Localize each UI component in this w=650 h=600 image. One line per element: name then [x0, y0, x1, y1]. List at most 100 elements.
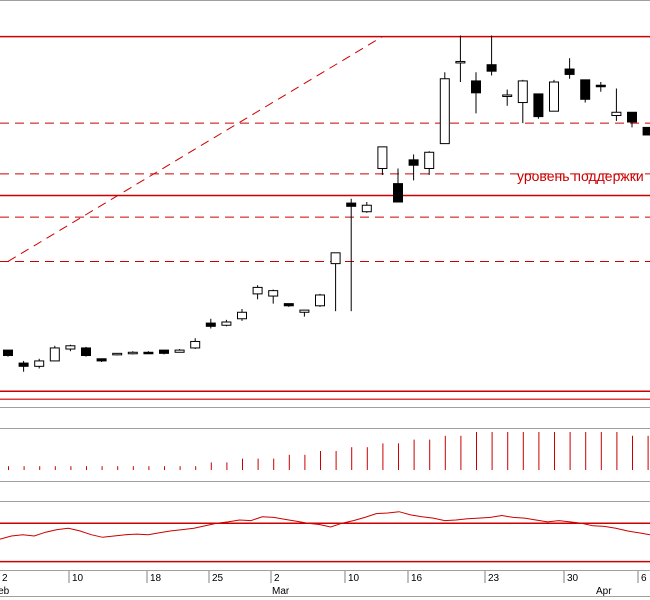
- x-tick-label: 30: [567, 573, 579, 584]
- oscillator-levels: [0, 522, 650, 563]
- candle-body-down: [143, 351, 154, 355]
- candle-body-up: [502, 94, 513, 97]
- candle: [627, 111, 637, 128]
- candle: [471, 72, 481, 114]
- candle-body-up: [377, 146, 388, 169]
- candle-body-down: [205, 322, 216, 327]
- x-tick-label: 10: [72, 573, 84, 584]
- candle: [3, 349, 13, 357]
- candle-body-down: [159, 349, 169, 354]
- candle: [81, 346, 91, 357]
- x-month-label: Apr: [596, 586, 612, 597]
- candle-body-up: [330, 252, 341, 265]
- candle: [595, 82, 606, 92]
- candle-body-up: [237, 311, 247, 320]
- candle: [611, 88, 622, 121]
- candle-body-down: [533, 93, 544, 118]
- candle-body-up: [299, 309, 310, 313]
- candle-body-up: [424, 151, 435, 169]
- candle-body-up: [221, 321, 232, 326]
- candle-body-up: [315, 294, 325, 307]
- candle-body-down: [564, 68, 575, 75]
- x-tick-label: 2: [274, 573, 280, 584]
- x-tick-label: 16: [411, 573, 423, 584]
- candle: [127, 351, 138, 355]
- x-axis: 2 10 18 25 2 10 16 23 30 6 Feb Mar Apr: [0, 571, 647, 597]
- candle: [34, 358, 45, 369]
- candle: [377, 146, 388, 175]
- candle: [18, 360, 29, 372]
- x-tick-label: 23: [488, 573, 500, 584]
- candle-body-down: [81, 347, 91, 357]
- candle-body-up: [611, 111, 622, 117]
- candle-body-up: [361, 204, 372, 213]
- candle: [49, 345, 60, 362]
- candle: [486, 35, 497, 76]
- candle-body-down: [393, 183, 403, 203]
- candle-body-down: [96, 358, 107, 362]
- candle: [205, 318, 216, 329]
- candle: [330, 252, 341, 312]
- candle-body-up: [517, 80, 528, 104]
- candle: [221, 319, 232, 327]
- candle-body-up: [49, 347, 60, 362]
- candle: [361, 202, 372, 213]
- candle-body-up: [439, 78, 450, 145]
- candle: [580, 79, 591, 103]
- candle-body-down: [471, 80, 481, 94]
- candle-body-up: [65, 345, 76, 350]
- candle-body-down: [580, 79, 591, 100]
- candle: [408, 154, 419, 181]
- candle: [455, 35, 466, 82]
- candle: [159, 349, 169, 355]
- price-levels: [0, 35, 650, 400]
- candle-body-down: [346, 202, 357, 207]
- candle: [315, 293, 325, 307]
- candle: [299, 309, 310, 317]
- x-month-label: Mar: [272, 586, 290, 597]
- x-tick-label: 18: [150, 573, 162, 584]
- support-level-annotation: уровень поддержки: [517, 168, 644, 184]
- candle-body-up: [112, 352, 123, 356]
- candle: [564, 58, 575, 79]
- candle: [252, 285, 263, 300]
- candle-body-up: [549, 81, 559, 112]
- candle: [112, 352, 123, 356]
- volume-bars: [8, 432, 649, 470]
- candle: [642, 126, 650, 136]
- candle-body-down: [18, 362, 29, 367]
- candle: [96, 358, 107, 362]
- candle: [346, 198, 357, 312]
- trendline-layer: [7, 36, 383, 262]
- candle-body-up: [252, 286, 263, 295]
- oscillator-line: [0, 511, 650, 540]
- candle: [174, 349, 185, 353]
- candle: [439, 72, 450, 145]
- candle-body-down: [595, 84, 606, 88]
- candle-body-up: [127, 351, 138, 355]
- candle-body-down: [486, 64, 497, 72]
- candle-body-down: [642, 126, 650, 136]
- candle-body-up: [34, 360, 45, 367]
- x-month-label: Feb: [0, 586, 10, 597]
- x-tick-label: 6: [641, 573, 647, 584]
- x-tick-label: 10: [348, 573, 360, 584]
- candle: [237, 309, 247, 321]
- candle-body-down: [408, 159, 419, 166]
- candle-body-down: [627, 111, 637, 123]
- candle: [533, 93, 544, 119]
- candle: [424, 151, 435, 175]
- x-tick-label: 2: [2, 573, 8, 584]
- candle: [65, 344, 76, 352]
- candle-body-up: [455, 60, 466, 64]
- candles: [3, 35, 650, 372]
- candle: [517, 79, 528, 124]
- candle-body-down: [283, 303, 294, 307]
- candle-body-up: [268, 290, 279, 297]
- candle-body-up: [190, 340, 201, 349]
- candle-body-down: [3, 349, 13, 357]
- candle: [393, 168, 403, 203]
- x-tick-label: 25: [212, 573, 224, 584]
